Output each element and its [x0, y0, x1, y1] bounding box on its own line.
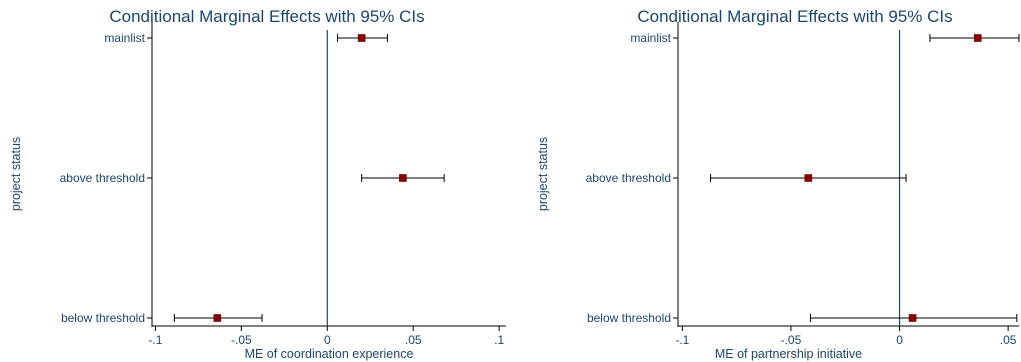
- chart-title: Conditional Marginal Effects with 95% CI…: [109, 7, 424, 26]
- y-axis-title: project status: [9, 137, 23, 211]
- y-axis-title: project status: [536, 137, 550, 211]
- category-label: below threshold: [587, 311, 671, 325]
- category-label: mainlist: [630, 31, 671, 45]
- estimate-point: [973, 34, 982, 42]
- estimate-point: [213, 314, 222, 322]
- x-tick-label: -.1: [675, 333, 689, 347]
- x-axis-title: ME of coordination experience: [245, 347, 414, 361]
- estimate-point: [908, 314, 917, 322]
- x-tick-label: -.05: [231, 333, 252, 347]
- estimate-point: [357, 34, 366, 42]
- x-tick-label: 0: [324, 333, 331, 347]
- chart-title: Conditional Marginal Effects with 95% CI…: [637, 7, 952, 26]
- category-label: above threshold: [586, 171, 671, 185]
- estimate-point: [399, 174, 407, 182]
- x-tick-label: .05: [405, 333, 422, 347]
- chart-panel-2: Conditional Marginal Effects with 95% CI…: [536, 7, 1020, 361]
- x-tick-label: -.05: [781, 333, 802, 347]
- chart-panel-1: Conditional Marginal Effects with 95% CI…: [9, 7, 506, 361]
- x-tick-label: .05: [1000, 333, 1017, 347]
- category-label: below threshold: [61, 311, 145, 325]
- estimate-point: [804, 174, 813, 182]
- x-tick-label: -.1: [148, 333, 162, 347]
- x-axis-title: ME of partnership initiative: [715, 347, 862, 361]
- x-tick-label: .1: [494, 333, 504, 347]
- category-label: mainlist: [104, 31, 145, 45]
- x-tick-label: 0: [896, 333, 903, 347]
- category-label: above threshold: [60, 171, 145, 185]
